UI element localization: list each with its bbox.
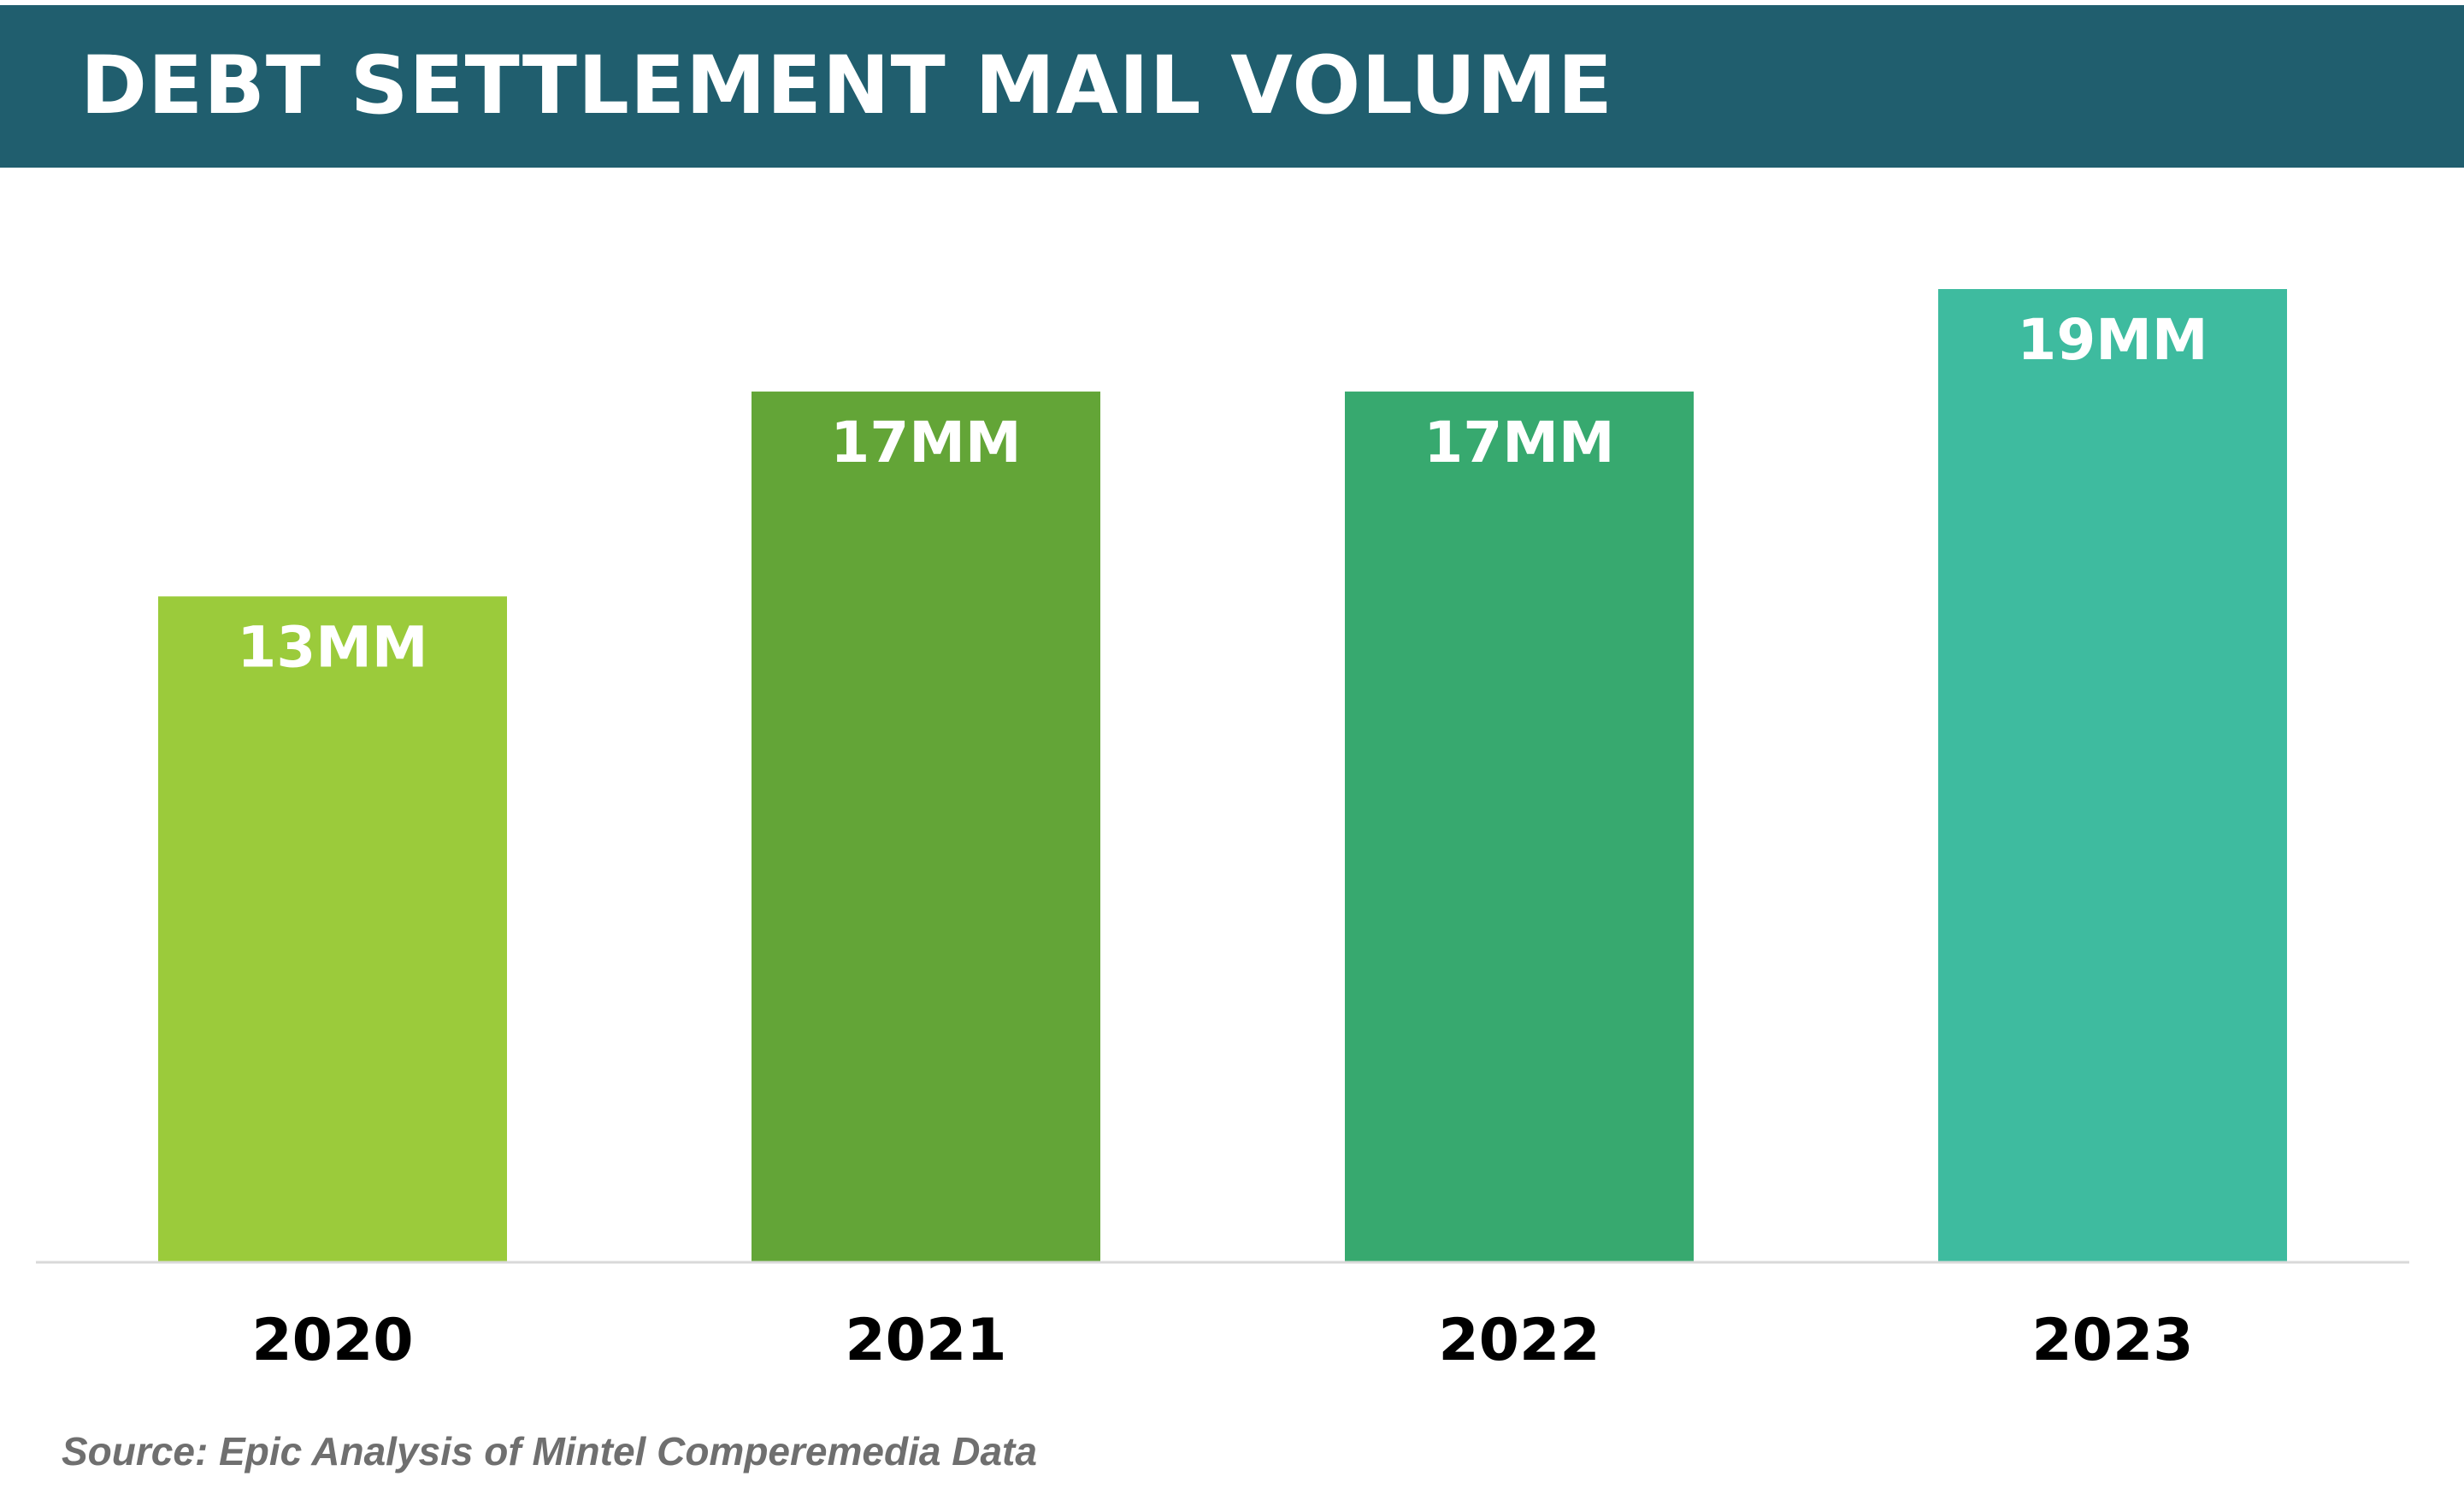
data-label-2020: 13MM [237, 614, 427, 680]
data-label-2022: 17MM [1424, 410, 1614, 475]
data-label-2021: 17MM [830, 410, 1021, 475]
bar-2022 [1345, 391, 1694, 1263]
x-tick-label-2023: 2023 [2031, 1307, 2193, 1374]
bars-group [158, 289, 2287, 1263]
x-tick-label-2021: 2021 [845, 1307, 1006, 1374]
bar-2023 [1938, 289, 2287, 1262]
bar-2020 [158, 596, 507, 1262]
x-tick-label-2020: 2020 [251, 1307, 413, 1374]
x-axis-ticks-group: 2020 2021 2022 2023 [251, 1307, 2193, 1374]
title-banner: DEBT SETTLEMENT MAIL VOLUME [0, 5, 2464, 168]
source-note: Source: Epic Analysis of Mintel Comperem… [62, 1429, 1037, 1474]
data-label-2023: 19MM [2017, 307, 2208, 373]
x-tick-label-2022: 2022 [1438, 1307, 1600, 1374]
bar-2021 [752, 391, 1100, 1263]
data-labels-group: 13MM 17MM 17MM 19MM [237, 307, 2208, 680]
chart-title: DEBT SETTLEMENT MAIL VOLUME [80, 39, 1613, 133]
